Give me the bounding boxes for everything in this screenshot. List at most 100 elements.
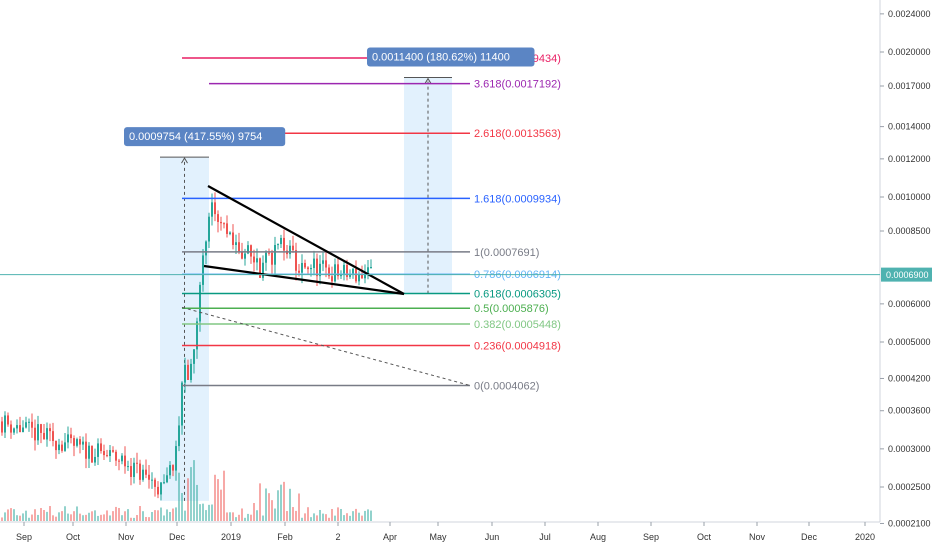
volume-bar xyxy=(25,510,27,521)
candle-body xyxy=(160,482,162,495)
candle-body xyxy=(214,202,216,215)
volume-bar xyxy=(325,514,327,521)
candle-body xyxy=(274,244,276,265)
time-tick-label: Apr xyxy=(383,532,397,542)
fib-level-label: 0.786(0.0006914) xyxy=(474,269,561,281)
candle-body xyxy=(178,425,180,447)
candle-body xyxy=(289,245,291,255)
time-tick-label: Dec xyxy=(169,532,186,542)
volume-bar xyxy=(157,510,159,521)
volume-bar xyxy=(259,483,261,521)
candle-body xyxy=(196,321,198,350)
candle-body xyxy=(163,482,165,484)
volume-bar xyxy=(358,512,360,521)
volume-bar xyxy=(313,513,315,521)
volume-bar xyxy=(304,513,306,521)
candle-body xyxy=(148,474,150,480)
volume-bar xyxy=(34,509,36,521)
time-tick-label: Jun xyxy=(485,532,500,542)
candle-body xyxy=(121,455,123,462)
candle-body xyxy=(247,245,249,254)
candle-body xyxy=(304,262,306,268)
candle-body xyxy=(13,428,15,433)
volume-bar xyxy=(106,510,108,521)
current-price-badge xyxy=(881,267,932,282)
candle-body xyxy=(103,451,105,456)
volume-bar xyxy=(79,513,81,521)
price-tick-label: 0.0017000 xyxy=(888,81,931,91)
volume-bar xyxy=(226,512,228,521)
volume-bar xyxy=(121,515,123,521)
time-tick-label: May xyxy=(429,532,447,542)
price-tick-label: 0.0002100 xyxy=(888,518,931,528)
price-tick-label: 0.0003000 xyxy=(888,444,931,454)
candle-body xyxy=(271,252,273,265)
measure-label-bg xyxy=(367,47,535,67)
volume-bar xyxy=(4,512,6,521)
price-tick-label: 0.0006000 xyxy=(888,299,931,309)
candle-body xyxy=(307,267,309,270)
volume-bar xyxy=(247,513,249,521)
volume-bar xyxy=(322,513,324,521)
candle-body xyxy=(226,223,228,234)
volume-bar xyxy=(10,508,12,521)
volume-bar xyxy=(328,517,330,521)
candle-body xyxy=(352,268,354,274)
candle-body xyxy=(241,251,243,259)
volume-bar xyxy=(172,508,174,521)
volume-bar xyxy=(166,509,168,521)
volume-bar xyxy=(253,503,255,521)
candle-body xyxy=(175,446,177,471)
volume-bar xyxy=(184,510,186,521)
candle-body xyxy=(232,232,234,245)
candle-body xyxy=(130,466,132,477)
volume-bar xyxy=(94,510,96,521)
volume-bar xyxy=(346,513,348,521)
candle-body xyxy=(109,450,111,457)
fib-level-label: 0(0.0004062) xyxy=(474,380,539,392)
candle-body xyxy=(193,349,195,364)
volume-bar xyxy=(187,478,189,521)
candle-body xyxy=(166,475,168,483)
candle-body xyxy=(211,202,213,217)
volume-bar xyxy=(361,515,363,521)
volume-bar xyxy=(307,507,309,521)
volume-bar xyxy=(1,517,3,521)
price-tick-label: 0.0020000 xyxy=(888,47,931,57)
volume-bar xyxy=(334,515,336,521)
candle-body xyxy=(16,425,18,429)
volume-bar xyxy=(268,493,270,521)
volume-bar xyxy=(160,507,162,521)
candle-body xyxy=(145,469,147,475)
candle-body xyxy=(292,245,294,251)
candle-body xyxy=(325,260,327,268)
candle-body xyxy=(49,428,51,432)
candle-body xyxy=(316,258,318,277)
candle-body xyxy=(4,415,6,433)
candle-body xyxy=(97,443,99,457)
volume-bar xyxy=(100,514,102,521)
candle-body xyxy=(238,242,240,252)
volume-bar xyxy=(130,517,132,521)
volume-bar xyxy=(208,504,210,521)
volume-bar xyxy=(271,500,273,521)
volume-bar xyxy=(73,511,75,521)
fib-level-label: 0.5(0.0005876) xyxy=(474,303,549,315)
candle-body xyxy=(319,263,321,277)
candle-body xyxy=(250,245,252,257)
candle-body xyxy=(337,264,339,277)
volume-bar xyxy=(349,515,351,521)
candle-body xyxy=(112,450,114,452)
volume-bar xyxy=(256,510,258,521)
candle-body xyxy=(280,237,282,245)
volume-bar xyxy=(169,511,171,521)
candle-body xyxy=(76,439,78,446)
measure-label: 0.0011400 (180.62%) 11400 xyxy=(372,52,510,64)
volume-bar xyxy=(370,510,372,521)
volume-bar xyxy=(67,513,69,521)
volume-bar xyxy=(175,507,177,521)
candle-body xyxy=(277,244,279,246)
candle-body xyxy=(91,445,93,463)
candle-body xyxy=(127,466,129,468)
